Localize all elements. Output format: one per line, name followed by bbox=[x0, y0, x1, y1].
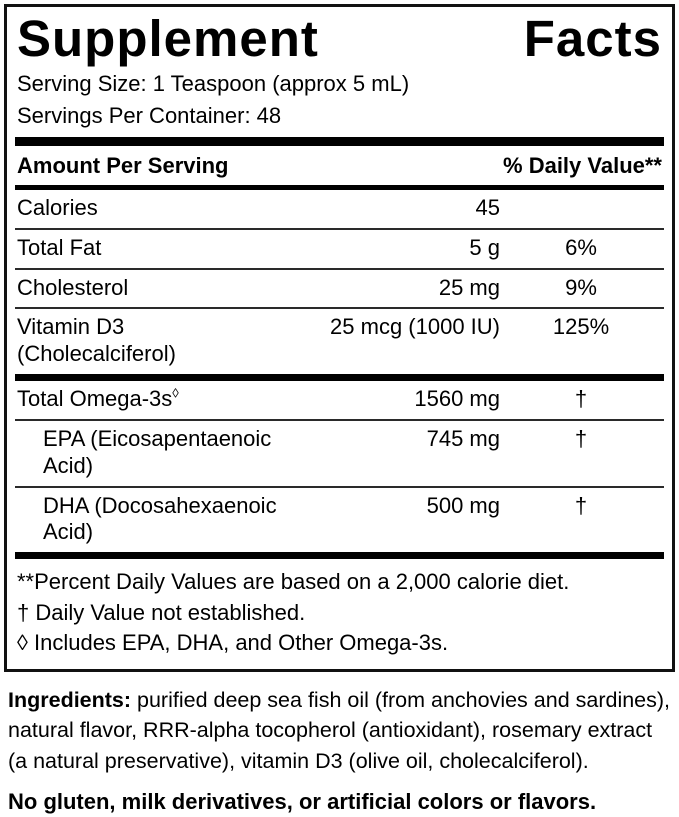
daily-value-header: % Daily Value** bbox=[503, 152, 662, 178]
divider-heavy-omega-top bbox=[15, 374, 664, 382]
amount-per-serving-header: Amount Per Serving bbox=[17, 152, 229, 178]
nutrient-name: Total Omega-3s◊ bbox=[17, 386, 295, 413]
nutrient-amount: 500 mg bbox=[426, 492, 500, 518]
footnotes: **Percent Daily Values are based on a 2,… bbox=[15, 559, 664, 665]
footnote-lozenge: ◊ Includes EPA, DHA, and Other Omega-3s. bbox=[17, 630, 449, 656]
nutrient-rows: Calories 45 Total Fat 5 g 6% Cholesterol… bbox=[15, 190, 664, 374]
title-word-facts: Facts bbox=[523, 10, 662, 67]
ingredients-paragraph: Ingredients: purified deep sea fish oil … bbox=[8, 685, 671, 777]
nutrient-dv: 6% bbox=[565, 234, 597, 260]
omega-rows: Total Omega-3s◊ 1560 mg † EPA (Eicosapen… bbox=[15, 381, 664, 552]
nutrient-name-line2: (Cholecalciferol) bbox=[17, 341, 176, 367]
divider-heavy-omega-bottom bbox=[15, 552, 664, 560]
allergen-statement: No gluten, milk derivatives, or artifici… bbox=[8, 789, 597, 815]
nutrient-dv: † bbox=[574, 492, 588, 518]
nutrient-amount: 25 mg bbox=[438, 274, 500, 300]
serving-size: Serving Size: 1 Teaspoon (approx 5 mL) bbox=[17, 71, 410, 97]
nutrient-name: Calories bbox=[17, 194, 98, 220]
table-row-cholesterol: Cholesterol 25 mg 9% bbox=[15, 267, 664, 308]
nutrient-dv: 9% bbox=[565, 274, 597, 300]
table-header: Amount Per Serving % Daily Value** bbox=[15, 146, 664, 185]
nutrient-name: Cholesterol bbox=[17, 274, 129, 300]
nutrient-name: Total Fat bbox=[17, 234, 102, 260]
table-row-vitamin-d3: Vitamin D3 (Cholecalciferol) 25 mcg (100… bbox=[15, 307, 664, 374]
nutrient-amount: 5 g bbox=[469, 234, 500, 260]
ingredients-label: Ingredients: bbox=[8, 687, 132, 712]
title-word-supplement: Supplement bbox=[17, 10, 319, 67]
nutrient-amount: 45 bbox=[475, 194, 500, 220]
table-row-calories: Calories 45 bbox=[15, 190, 664, 228]
supplement-facts-panel: Supplement Facts Serving Size: 1 Teaspoo… bbox=[4, 4, 675, 672]
nutrient-dv: 125% bbox=[552, 314, 610, 340]
servings-per-container: Servings Per Container: 48 bbox=[17, 102, 282, 128]
nutrient-amount: 1560 mg bbox=[414, 386, 500, 412]
table-row-dha: DHA (Docosahexaenoic Acid) 500 mg † bbox=[15, 485, 664, 553]
divider-thick-top bbox=[15, 136, 664, 146]
nutrient-name-text: Total Omega-3s bbox=[17, 386, 173, 412]
lozenge-symbol: ◊ bbox=[172, 385, 179, 401]
nutrient-dv: † bbox=[574, 386, 588, 412]
nutrient-name: DHA (Docosahexaenoic Acid) bbox=[43, 492, 277, 545]
nutrient-dv: † bbox=[574, 425, 588, 451]
nutrient-name: EPA (Eicosapentaenoic Acid) bbox=[43, 425, 272, 478]
page-title: Supplement Facts bbox=[15, 9, 664, 68]
table-row-epa: EPA (Eicosapentaenoic Acid) 745 mg † bbox=[15, 418, 664, 486]
table-row-total-omega-3s: Total Omega-3s◊ 1560 mg † bbox=[15, 381, 664, 419]
nutrient-amount: 25 mcg (1000 IU) bbox=[330, 314, 500, 340]
nutrient-amount: 745 mg bbox=[426, 425, 500, 451]
supplement-label: Supplement Facts Serving Size: 1 Teaspoo… bbox=[0, 4, 679, 814]
nutrient-name: Vitamin D3 (Cholecalciferol) bbox=[17, 314, 295, 368]
nutrient-name-line1: Vitamin D3 bbox=[17, 314, 125, 340]
footnote-percent-dv: **Percent Daily Values are based on a 2,… bbox=[17, 569, 570, 595]
divider-medium bbox=[15, 184, 664, 190]
table-row-total-fat: Total Fat 5 g 6% bbox=[15, 227, 664, 268]
footnote-dagger: † Daily Value not established. bbox=[17, 599, 306, 625]
